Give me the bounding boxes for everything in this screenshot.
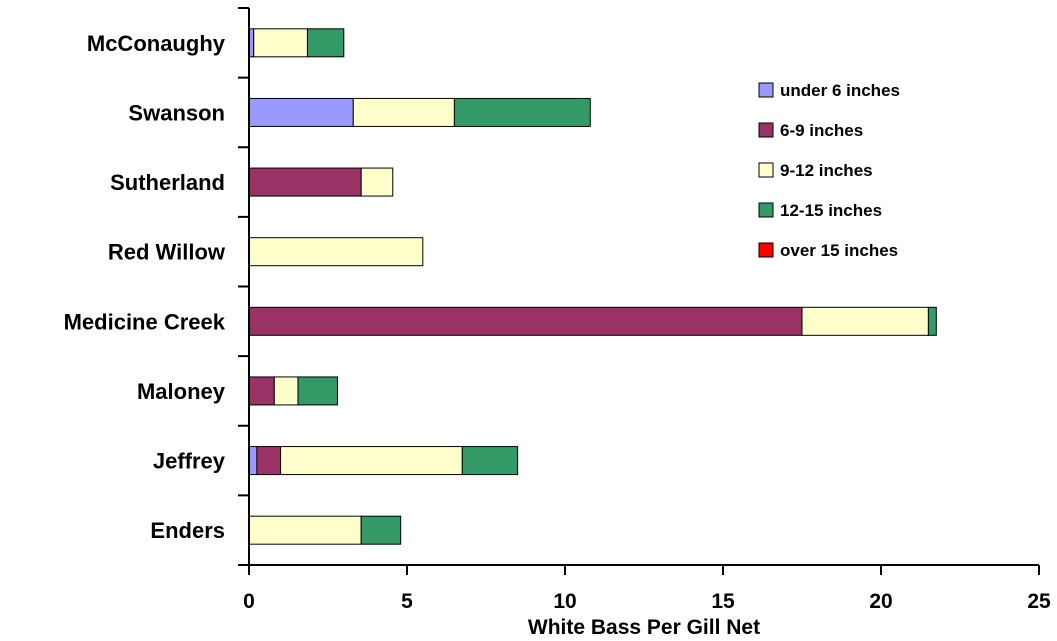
x-axis-title: White Bass Per Gill Net xyxy=(528,616,760,639)
legend: under 6 inches 6-9 inches 9-12 inches 12-15… xyxy=(758,81,900,260)
bar-segment-0-3 xyxy=(306,28,345,58)
legend-swatch xyxy=(758,82,774,98)
x-tick-label: 5 xyxy=(401,590,413,613)
bar-segment-6-3 xyxy=(461,446,519,476)
x-tick-label: 20 xyxy=(869,590,892,613)
legend-swatch xyxy=(758,162,774,178)
bar-segment-5-2 xyxy=(273,376,299,406)
legend-label: 9-12 inches xyxy=(780,161,873,180)
x-tick-label: 0 xyxy=(243,590,255,613)
category-label: Swanson xyxy=(128,100,225,125)
category-labels: McConaughy Swanson Sutherland Red Willow Med… xyxy=(64,31,226,543)
bar-segment-2-2 xyxy=(360,167,394,197)
category-label: Red Willow xyxy=(108,240,226,265)
legend-swatch xyxy=(758,202,774,218)
category-label: Medicine Creek xyxy=(64,309,226,334)
x-tick-label: 25 xyxy=(1027,590,1051,613)
legend-label: under 6 inches xyxy=(780,81,900,100)
bar-segment-4-2 xyxy=(801,306,929,336)
legend-swatch xyxy=(758,122,774,138)
x-tick-label: 15 xyxy=(711,590,735,613)
bar-segment-3-2 xyxy=(248,237,424,267)
bar-segment-6-2 xyxy=(280,446,463,476)
bar-segment-2-1 xyxy=(248,167,362,197)
category-label: Enders xyxy=(150,518,225,543)
bar-layer xyxy=(248,28,937,545)
bar-segment-1-3 xyxy=(453,97,591,127)
category-label: McConaughy xyxy=(87,31,226,56)
legend-label: over 15 inches xyxy=(780,241,898,260)
axes-layer xyxy=(238,7,1040,575)
category-label: Sutherland xyxy=(110,170,225,195)
bar-segment-0-2 xyxy=(253,28,308,58)
legend-label: 12-15 inches xyxy=(780,201,882,220)
bar-segment-4-1 xyxy=(248,306,803,336)
bar-segment-6-0 xyxy=(248,446,258,476)
bar-segment-1-2 xyxy=(352,97,455,127)
bar-segment-1-0 xyxy=(248,97,354,127)
x-tick-label: 10 xyxy=(553,590,576,613)
bar-segment-4-3 xyxy=(927,306,937,336)
bar-segment-6-1 xyxy=(256,446,282,476)
bar-segment-5-1 xyxy=(248,376,275,406)
bar-segment-5-3 xyxy=(297,376,338,406)
category-label: Jeffrey xyxy=(153,449,226,474)
legend-swatch xyxy=(758,242,774,258)
bar-segment-7-2 xyxy=(248,515,362,545)
category-label: Maloney xyxy=(137,379,226,404)
x-tick-labels: 0 5 10 15 20 25 xyxy=(243,590,1051,613)
bar-segment-7-3 xyxy=(360,515,402,545)
legend-label: 6-9 inches xyxy=(780,121,863,140)
